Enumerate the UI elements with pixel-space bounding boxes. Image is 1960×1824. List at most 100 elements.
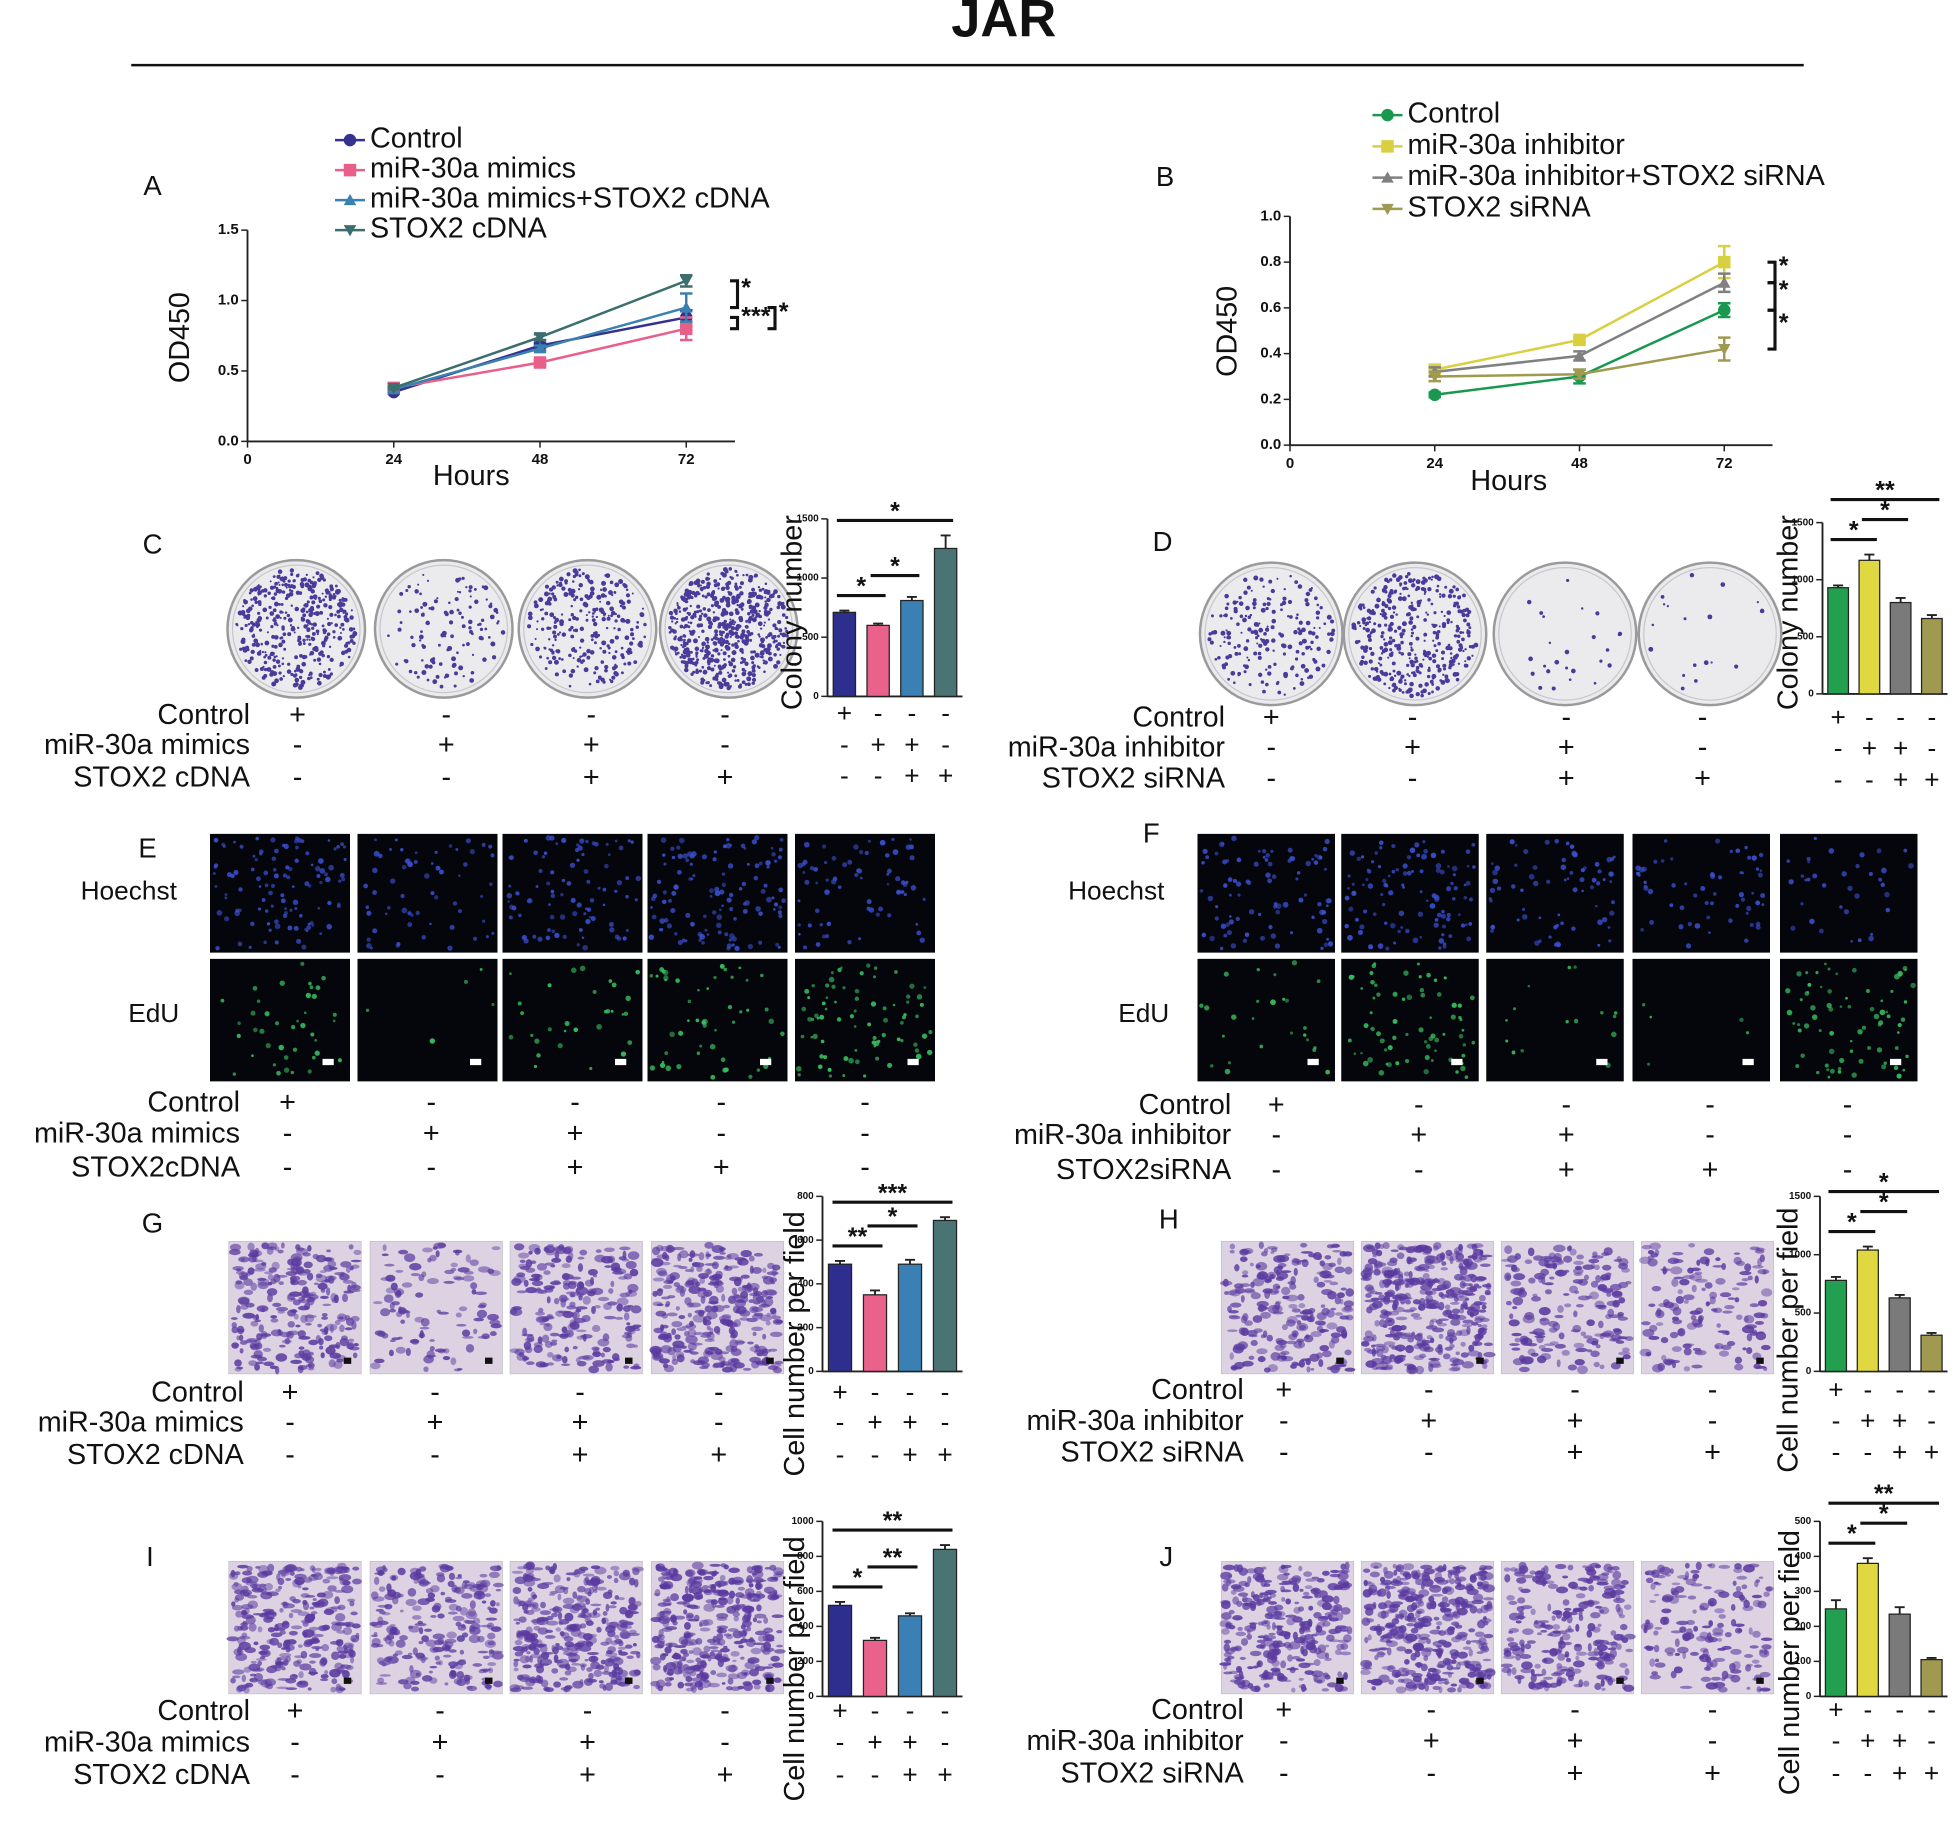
- colony: [685, 660, 690, 665]
- colony: [277, 664, 281, 668]
- migrated-cell: [1456, 1330, 1463, 1337]
- migrated-cell: [1326, 1244, 1335, 1249]
- nucleus: [1282, 997, 1286, 1001]
- nucleus: [326, 923, 332, 930]
- migrated-cell: [1476, 1285, 1482, 1289]
- colony: [1689, 572, 1695, 578]
- migrated-cell: [602, 1333, 610, 1342]
- nucleus: [507, 900, 510, 903]
- dish-rim: [1204, 567, 1339, 701]
- nucleus: [1905, 1054, 1909, 1059]
- migrated-cell: [491, 1246, 501, 1251]
- migrated-cell: [1518, 1366, 1530, 1373]
- colony: [1400, 652, 1405, 656]
- colony: [319, 650, 324, 655]
- colony: [324, 588, 329, 593]
- colony: [279, 677, 283, 681]
- colony: [287, 617, 293, 623]
- nucleus: [900, 880, 906, 885]
- colony: [734, 582, 738, 586]
- colony: [699, 649, 703, 652]
- colony: [269, 580, 272, 583]
- nucleus: [1270, 999, 1276, 1006]
- nucleus: [592, 989, 597, 994]
- colony: [318, 672, 323, 678]
- colony: [731, 650, 737, 656]
- colony: [668, 631, 672, 634]
- colony: [478, 622, 482, 626]
- nucleus: [583, 912, 587, 916]
- nucleus: [864, 850, 869, 856]
- nucleus: [1757, 872, 1763, 878]
- colony: [611, 655, 617, 660]
- colony: [720, 571, 725, 576]
- colony: [1279, 603, 1284, 607]
- colony: [602, 680, 606, 684]
- nucleus: [318, 858, 324, 864]
- nucleus: [1365, 878, 1369, 882]
- colony: [748, 607, 751, 610]
- nucleus: [305, 929, 309, 932]
- nucleus: [597, 886, 601, 890]
- colony: [1415, 636, 1420, 641]
- colony: [272, 575, 276, 578]
- migrated-cell: [1371, 1344, 1376, 1348]
- migrated-cell: [1363, 1347, 1372, 1352]
- colony: [1219, 614, 1223, 618]
- scale-bar: [1742, 1058, 1754, 1066]
- colony: [1458, 595, 1461, 598]
- migrated-cell: [597, 1296, 610, 1302]
- nucleus: [1253, 861, 1259, 867]
- colony: [701, 647, 704, 650]
- migrated-cell: [1274, 1301, 1281, 1310]
- colony: [763, 670, 766, 673]
- colony: [673, 608, 678, 614]
- nucleus: [1430, 1033, 1436, 1039]
- nucleus: [1735, 848, 1741, 854]
- dish-rim: [664, 564, 794, 694]
- nucleus: [1876, 848, 1882, 854]
- colony: [1428, 656, 1433, 661]
- colony: [458, 611, 462, 616]
- colony: [570, 604, 574, 608]
- nucleus: [518, 913, 522, 918]
- migrated-cell: [563, 1282, 571, 1290]
- nucleus: [248, 945, 252, 950]
- nucleus: [1557, 913, 1561, 917]
- colony: [702, 607, 707, 611]
- colony: [679, 655, 683, 659]
- nucleus: [1218, 841, 1225, 848]
- nucleus: [324, 872, 328, 877]
- migrated-cell: [1313, 1276, 1319, 1284]
- migrated-cell: [1739, 1270, 1752, 1276]
- nucleus: [1704, 900, 1709, 906]
- colony: [682, 660, 687, 665]
- nucleus: [1532, 865, 1538, 871]
- migrated-cell: [510, 1306, 518, 1316]
- colony: [259, 585, 262, 588]
- colony: [618, 599, 624, 605]
- nucleus: [235, 908, 239, 913]
- nucleus: [1858, 1058, 1864, 1064]
- nucleus: [778, 847, 783, 852]
- colony: [578, 582, 583, 588]
- nucleus: [1267, 878, 1273, 884]
- migrated-cell: [1679, 1278, 1690, 1286]
- colony: [311, 626, 315, 630]
- colony: [1372, 676, 1377, 681]
- nucleus: [900, 1039, 904, 1043]
- migrated-cell: [1648, 1335, 1660, 1340]
- nucleus: [1274, 943, 1281, 949]
- colony: [1268, 579, 1273, 584]
- nucleus: [233, 870, 239, 876]
- migrated-cell: [384, 1263, 395, 1267]
- colony: [705, 576, 710, 581]
- colony: [308, 638, 311, 641]
- nucleus: [1854, 893, 1860, 899]
- nucleus: [770, 846, 774, 850]
- nucleus: [730, 975, 734, 979]
- colony: [341, 597, 346, 602]
- nucleus: [922, 897, 926, 901]
- colony: [1305, 601, 1310, 607]
- migrated-cell: [675, 1306, 680, 1311]
